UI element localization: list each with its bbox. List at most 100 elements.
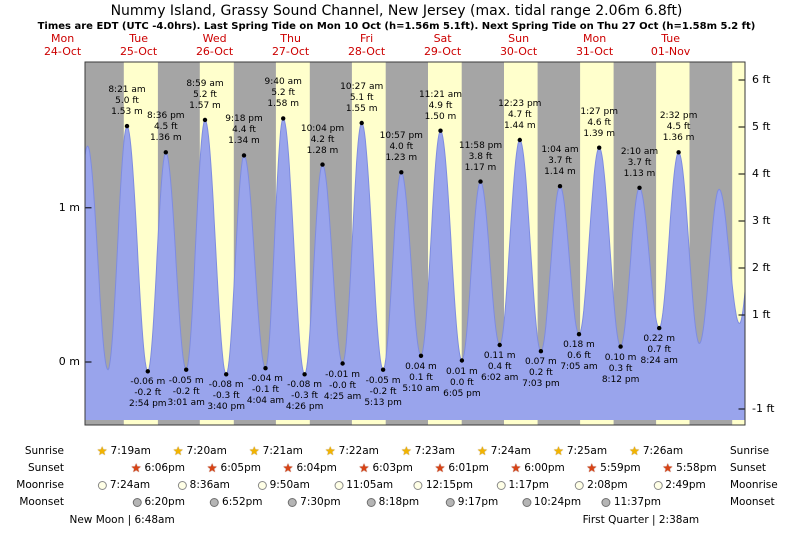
right-axis-label: 6 ft — [752, 73, 771, 86]
sunrise-entry: ★ 7:19am — [97, 445, 151, 457]
right-axis-label: 3 ft — [752, 214, 771, 227]
high-tide-annotation: 10:04 pm 4.2 ft 1.28 m — [300, 123, 345, 156]
sunset-star-icon: ★ — [510, 461, 522, 475]
left-axis-label: 0 m — [58, 355, 80, 368]
tide-extreme-dot — [576, 332, 582, 337]
astro-row-label-right: Moonset — [730, 496, 775, 508]
sunset-entry: ★ 6:05pm — [207, 462, 261, 474]
tide-extreme-dot — [418, 353, 424, 358]
astro-row-label-left: Moonrise — [16, 479, 64, 491]
sunrise-entry: ★ 7:26am — [629, 445, 683, 457]
moonrise-time: 2:49pm — [665, 479, 706, 491]
right-axis-label: 4 ft — [752, 167, 771, 180]
sunset-time: 6:05pm — [220, 462, 262, 474]
moonset-time: 8:18pm — [378, 496, 420, 508]
low-tide-annotation: 0.11 m 0.4 ft 6:02 am — [481, 351, 519, 383]
moonset-entry: 8:18pm — [366, 496, 420, 508]
day-of-week: Sat — [433, 32, 452, 45]
tide-extreme-dot — [676, 150, 681, 155]
sunset-star-icon: ★ — [358, 461, 370, 475]
low-tide-annotation: 0.18 m 0.6 ft 7:05 am — [560, 340, 598, 373]
astro-row-label-left: Moonset — [19, 496, 64, 508]
moonset-entry: 7:30pm — [288, 496, 341, 508]
tide-extreme-dot — [302, 372, 307, 377]
low-tide-annotation: -0.01 m -0.0 ft 4:25 am — [323, 369, 362, 402]
sunset-entry: ★ 6:04pm — [283, 462, 337, 474]
moonrise-entry: 1:17pm — [496, 479, 549, 491]
sunset-entry: ★ 6:00pm — [510, 462, 564, 474]
sunrise-entry: ★ 7:24am — [477, 445, 531, 457]
day-label: Tue 01-Nov — [639, 32, 703, 58]
sunset-time: 5:58pm — [676, 462, 717, 474]
high-tide-annotation: 8:36 pm 4.5 ft 1.36 m — [147, 111, 185, 144]
low-tide-annotation: -0.05 m -0.2 ft 3:01 am — [167, 375, 205, 408]
day-date: 31-Oct — [575, 44, 614, 58]
day-date: 26-Oct — [195, 44, 234, 58]
sunset-entry: ★ 6:03pm — [359, 462, 413, 474]
high-tide-annotation: 11:58 pm 3.8 ft 1.17 m — [458, 140, 503, 173]
tide-extreme-dot — [340, 361, 345, 366]
sunrise-entry: ★ 7:25am — [553, 445, 607, 457]
moonset-icon — [210, 497, 220, 507]
sunset-time: 6:04pm — [296, 462, 337, 474]
tide-extreme-dot — [557, 184, 563, 189]
tide-extreme-dot — [597, 145, 602, 150]
sunset-time: 6:03pm — [372, 462, 413, 474]
high-tide-annotation: 1:04 am 3.7 ft 1.14 m — [541, 145, 579, 178]
high-tide-annotation: 2:32 pm 4.5 ft 1.36 m — [659, 111, 698, 144]
sunrise-time: 7:19am — [110, 445, 151, 457]
moonrise-icon — [334, 480, 344, 490]
moonrise-icon — [97, 480, 107, 490]
moonrise-time: 12:15pm — [425, 479, 473, 491]
day-date: 01-Nov — [650, 44, 691, 58]
astro-row-label-right: Moonrise — [730, 479, 778, 491]
moon-phase-label: New Moon | 6:48am — [69, 514, 175, 526]
moonset-icon — [132, 497, 142, 507]
high-tide-annotation: 8:59 am 5.2 ft 1.57 m — [186, 78, 224, 111]
left-axis-label: 1 m — [58, 200, 80, 214]
sunset-star-icon: ★ — [206, 461, 218, 475]
astro-row-label-left: Sunset — [27, 462, 64, 474]
tide-extreme-dot — [399, 170, 404, 175]
moonrise-entry: 9:50am — [257, 479, 310, 491]
tide-extreme-dot — [281, 116, 286, 121]
moonset-icon — [521, 497, 531, 507]
tide-extreme-dot — [320, 162, 325, 167]
sunrise-entry: ★ 7:21am — [249, 445, 303, 457]
moonrise-icon — [177, 480, 187, 490]
right-axis-label: -1 ft — [752, 402, 775, 415]
moonrise-time: 11:05am — [346, 479, 394, 491]
sunrise-star-icon: ★ — [172, 444, 184, 458]
day-of-week: Mon — [582, 32, 607, 45]
tide-extreme-dot — [538, 349, 544, 354]
moonset-time: 6:52pm — [222, 496, 263, 508]
day-label: Wed 26-Oct — [183, 32, 247, 58]
tide-extreme-dot — [224, 372, 229, 377]
moonset-icon — [445, 497, 455, 507]
high-tide-annotation: 12:23 pm 4.7 ft 1.44 m — [498, 99, 542, 131]
sunrise-time: 7:22am — [338, 445, 379, 457]
sunrise-star-icon: ★ — [248, 444, 260, 458]
day-of-week: Thu — [280, 32, 301, 45]
moonrise-time: 2:08pm — [587, 479, 628, 491]
moonset-time: 6:20pm — [144, 496, 185, 508]
sunset-entry: ★ 6:01pm — [435, 462, 489, 474]
astro-row-label-right: Sunset — [730, 462, 767, 474]
high-tide-annotation: 9:18 pm 4.4 ft 1.34 m — [225, 114, 263, 147]
day-date: 29-Oct — [423, 44, 462, 58]
day-date: 28-Oct — [347, 44, 386, 58]
low-tide-annotation: -0.08 m -0.3 ft 3:40 pm — [207, 380, 245, 413]
moonrise-entry: 8:36am — [177, 479, 230, 491]
tide-extreme-dot — [202, 117, 208, 123]
moonset-time: 7:30pm — [300, 496, 341, 508]
moonrise-entry: 7:24am — [97, 479, 151, 491]
moonrise-time: 7:24am — [109, 479, 151, 491]
moonrise-entry: 12:15pm — [413, 479, 473, 491]
day-label: Mon 31-Oct — [563, 32, 627, 58]
day-of-week: Wed — [202, 32, 227, 45]
tide-extreme-dot — [359, 120, 364, 126]
moonrise-icon — [257, 480, 267, 490]
low-tide-annotation: 0.07 m 0.2 ft 7:03 pm — [522, 357, 560, 390]
low-tide-annotation: -0.04 m -0.1 ft 4:04 am — [246, 374, 285, 407]
